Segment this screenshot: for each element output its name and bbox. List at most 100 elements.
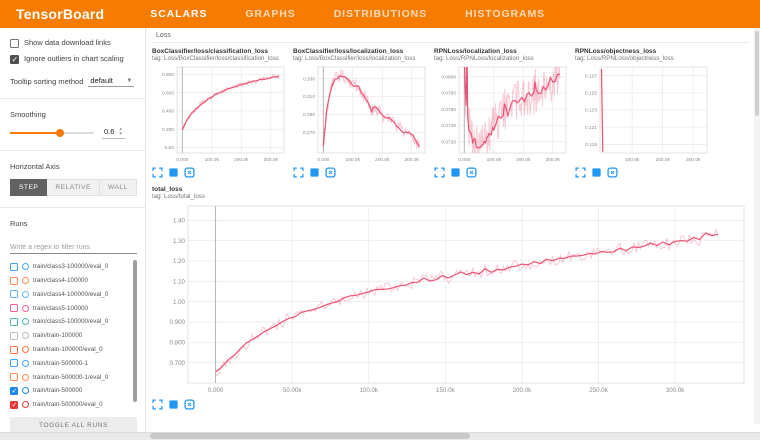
- fit-domain-icon[interactable]: [466, 167, 477, 178]
- run-checkbox[interactable]: [10, 373, 18, 381]
- svg-text:150.0k: 150.0k: [436, 387, 455, 394]
- option-label: Ignore outliers in chart scaling: [24, 54, 124, 64]
- run-color-swatch[interactable]: [22, 346, 29, 353]
- run-checkbox[interactable]: [10, 346, 18, 354]
- runs-scrollbar[interactable]: [133, 260, 137, 402]
- checkbox[interactable]: [10, 39, 19, 48]
- chart-data-icon[interactable]: [168, 399, 179, 410]
- run-color-swatch[interactable]: [22, 277, 29, 284]
- svg-text:200.0k: 200.0k: [655, 157, 670, 163]
- smoothing-value-stepper[interactable]: 0.6 ▲▼: [102, 127, 125, 139]
- run-color-swatch[interactable]: [22, 387, 29, 394]
- svg-text:0.0800: 0.0800: [441, 74, 456, 80]
- run-color-swatch[interactable]: [22, 401, 29, 408]
- run-checkbox[interactable]: [10, 290, 18, 298]
- svg-text:0.119: 0.119: [585, 142, 597, 148]
- tab-graphs[interactable]: GRAPHS: [245, 8, 295, 20]
- fit-domain-icon[interactable]: [325, 167, 336, 178]
- horizontal-axis-label: Horizontal Axis: [10, 162, 137, 171]
- run-color-swatch[interactable]: [22, 305, 29, 312]
- run-label: train/class4-100000/eval_0: [33, 291, 108, 298]
- slider-thumb[interactable]: [56, 129, 64, 137]
- run-checkbox[interactable]: [10, 263, 18, 271]
- run-color-swatch[interactable]: [22, 374, 29, 381]
- run-item[interactable]: train/class3-100000/eval_0: [10, 260, 130, 274]
- run-item[interactable]: train/class5-100000: [10, 301, 130, 315]
- objectness-loss-chart[interactable]: 0.1190.1210.1230.1250.127100.0k200.0k300…: [575, 63, 711, 165]
- fit-domain-icon[interactable]: [184, 399, 195, 410]
- tab-histograms[interactable]: HISTOGRAMS: [465, 8, 545, 20]
- classification-loss-chart[interactable]: 0.000.2000.4000.6000.8000.000100.0k200.0…: [152, 63, 288, 165]
- box-localization-loss-chart[interactable]: 0.2700.2900.3100.3300.000100.0k200.0k300…: [293, 63, 429, 165]
- fit-domain-icon[interactable]: [607, 167, 618, 178]
- run-item[interactable]: train/train-500000-1/eval_0: [10, 370, 130, 384]
- run-item[interactable]: train/class5-100000/eval_0: [10, 315, 130, 329]
- run-checkbox[interactable]: [10, 332, 18, 340]
- run-color-swatch[interactable]: [22, 291, 29, 298]
- svg-text:0.0780: 0.0780: [441, 91, 456, 97]
- run-checkbox[interactable]: [10, 277, 18, 285]
- run-item[interactable]: train/train-100000: [10, 329, 130, 343]
- scalars-category-header[interactable]: Loss: [152, 30, 750, 43]
- stepper-arrows-icon[interactable]: ▲▼: [118, 127, 122, 137]
- vertical-scrollbar[interactable]: [754, 28, 760, 424]
- chart-data-icon[interactable]: [591, 167, 602, 178]
- expand-chart-icon[interactable]: [575, 167, 586, 178]
- chart-card-rpn-localization-loss: RPNLoss/localization_loss tag: Loss/RPNL…: [434, 48, 570, 178]
- axis-button-wall[interactable]: WALL: [100, 179, 137, 196]
- tooltip-sort-dropdown[interactable]: default ▼: [88, 75, 134, 87]
- runs-label: Runs: [10, 219, 137, 228]
- tab-scalars[interactable]: SCALARS: [150, 8, 207, 20]
- expand-chart-icon[interactable]: [152, 399, 163, 410]
- svg-text:0.400: 0.400: [162, 109, 174, 115]
- axis-button-step[interactable]: STEP: [10, 179, 47, 196]
- option-row[interactable]: Show data download links: [10, 38, 137, 48]
- rpn-localization-loss-chart[interactable]: 0.07200.07400.07600.07800.08000.000100.0…: [434, 63, 570, 165]
- chart-data-icon[interactable]: [450, 167, 461, 178]
- run-checkbox[interactable]: [10, 387, 18, 395]
- axis-button-relative[interactable]: RELATIVE: [47, 179, 100, 196]
- run-item[interactable]: train/class4-100000: [10, 274, 130, 288]
- chart-toolbar: [152, 167, 288, 178]
- option-row[interactable]: Ignore outliers in chart scaling: [10, 54, 137, 64]
- svg-text:0.125: 0.125: [585, 90, 597, 96]
- run-color-swatch[interactable]: [22, 332, 29, 339]
- svg-text:0.900: 0.900: [170, 319, 186, 326]
- run-item[interactable]: train/class4-100000/eval_0: [10, 287, 130, 301]
- expand-chart-icon[interactable]: [434, 167, 445, 178]
- run-item[interactable]: train/train-100000/eval_0: [10, 343, 130, 357]
- svg-text:0.270: 0.270: [303, 130, 315, 136]
- chart-title: total_loss: [152, 186, 756, 193]
- chart-data-icon[interactable]: [309, 167, 320, 178]
- svg-text:200.0k: 200.0k: [516, 157, 531, 163]
- run-checkbox[interactable]: [10, 359, 18, 367]
- checkbox[interactable]: [10, 55, 19, 64]
- chart-data-icon[interactable]: [168, 167, 179, 178]
- run-item[interactable]: train/train-500000/eval_0: [10, 398, 130, 412]
- svg-text:0.000: 0.000: [208, 387, 224, 394]
- run-checkbox[interactable]: [10, 401, 18, 409]
- fit-domain-icon[interactable]: [184, 167, 195, 178]
- sidebar: Show data download links Ignore outliers…: [0, 28, 146, 432]
- smoothing-slider[interactable]: [10, 132, 94, 134]
- run-color-swatch[interactable]: [22, 263, 29, 270]
- svg-text:0.123: 0.123: [585, 108, 597, 114]
- chart-card-box-localization-loss: BoxClassifier/loss/localization_loss tag…: [293, 48, 429, 178]
- run-item[interactable]: train/train-500000: [10, 384, 130, 398]
- expand-chart-icon[interactable]: [293, 167, 304, 178]
- run-color-swatch[interactable]: [22, 360, 29, 367]
- chart-toolbar: [293, 167, 429, 178]
- run-checkbox[interactable]: [10, 318, 18, 326]
- total-loss-chart[interactable]: 0.7000.8000.9001.001.101.201.301.400.000…: [152, 201, 752, 397]
- tab-distributions[interactable]: DISTRIBUTIONS: [334, 8, 427, 20]
- scrollbar-thumb[interactable]: [150, 433, 470, 439]
- horizontal-scrollbar[interactable]: [0, 432, 760, 440]
- run-checkbox[interactable]: [10, 304, 18, 312]
- runs-filter-input[interactable]: [10, 242, 137, 254]
- scrollbar-thumb[interactable]: [755, 31, 759, 116]
- svg-text:0.200: 0.200: [162, 127, 174, 133]
- expand-chart-icon[interactable]: [152, 167, 163, 178]
- run-item[interactable]: train/train-500000-1: [10, 356, 130, 370]
- run-label: train/train-500000-1/eval_0: [33, 374, 108, 381]
- run-color-swatch[interactable]: [22, 318, 29, 325]
